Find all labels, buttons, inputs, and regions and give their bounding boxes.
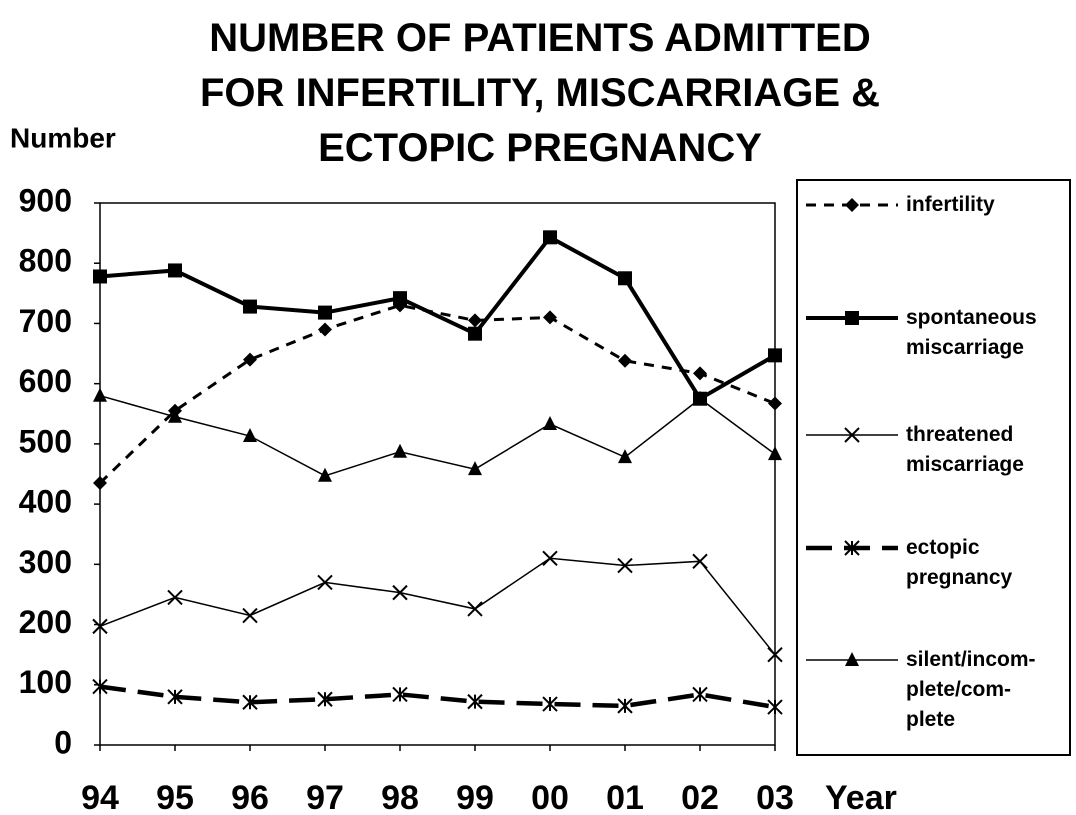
data-point (618, 449, 632, 464)
data-point (692, 553, 708, 570)
data-point (542, 550, 558, 567)
data-point (468, 313, 482, 328)
data-point (768, 348, 782, 363)
y-tick-label: 400 (19, 484, 72, 520)
data-point (92, 618, 108, 635)
data-point (167, 589, 183, 606)
series-line (99, 684, 776, 710)
data-point (467, 601, 483, 617)
legend-label: infertility (906, 193, 995, 216)
legend-box (796, 179, 1071, 756)
data-point (693, 366, 707, 381)
data-point (242, 607, 258, 624)
x-axis-label: Year (825, 779, 897, 815)
data-point (767, 646, 783, 663)
data-point (393, 443, 407, 458)
x-tick-label: 00 (531, 779, 569, 815)
data-point (93, 387, 107, 402)
data-point (468, 326, 482, 341)
data-point (167, 689, 183, 705)
series-line (98, 303, 776, 485)
data-point (393, 291, 407, 306)
legend-marker (845, 652, 859, 666)
data-point (318, 467, 332, 482)
data-point (767, 699, 783, 715)
x-tick-label: 01 (606, 779, 644, 815)
chart-title: NUMBER OF PATIENTS ADMITTED FOR INFERTILI… (200, 16, 880, 170)
data-point (243, 428, 257, 443)
legend-label: silent/incom-plete/com-plete (906, 648, 1036, 731)
data-point (242, 694, 258, 710)
data-point (543, 310, 557, 325)
y-tick-label: 900 (19, 182, 72, 218)
y-axis-label: Number (10, 122, 116, 153)
data-point (168, 408, 182, 423)
data-point (243, 352, 257, 367)
data-point (317, 691, 333, 707)
data-point (93, 269, 107, 284)
data-point (543, 230, 557, 245)
series-line (99, 557, 776, 656)
series-line (99, 394, 776, 477)
x-tick-label: 98 (381, 779, 419, 815)
y-tick-label: 200 (19, 604, 72, 640)
y-tick-label: 100 (19, 664, 72, 700)
y-tick-label: 300 (19, 544, 72, 580)
legend-marker (844, 427, 860, 443)
data-point (317, 574, 333, 591)
x-tick-label: 94 (81, 779, 119, 815)
plot-frame (99, 202, 776, 746)
data-point (93, 476, 107, 491)
x-tick-label: 97 (306, 779, 344, 815)
data-point (92, 678, 108, 695)
x-tick-label: 99 (456, 779, 494, 815)
legend-marker (844, 540, 860, 556)
y-tick-label: 800 (19, 243, 72, 279)
legend-marker (845, 311, 859, 325)
legend-label: threatened miscarriage (906, 423, 1024, 476)
data-point (692, 686, 708, 703)
data-point (618, 353, 632, 368)
y-tick-label: 700 (19, 303, 72, 339)
x-tick-label: 03 (756, 779, 794, 815)
data-point (768, 446, 782, 461)
data-point (392, 584, 408, 601)
x-tick-label: 02 (681, 779, 719, 815)
legend-label: spontaneous miscarriage (906, 306, 1037, 359)
y-tick-label: 500 (19, 423, 72, 459)
data-point (243, 299, 257, 314)
data-point (618, 271, 632, 286)
data-point (467, 693, 483, 710)
data-point (768, 396, 782, 411)
x-tick-label: 96 (231, 779, 269, 815)
data-point (542, 696, 558, 712)
data-point (392, 686, 408, 703)
data-point (468, 461, 482, 476)
data-point (318, 322, 332, 337)
data-point (318, 305, 332, 320)
y-tick-label: 600 (19, 363, 72, 399)
data-point (168, 263, 182, 278)
data-point (617, 698, 633, 714)
x-tick-label: 95 (156, 779, 194, 815)
data-point (617, 557, 633, 574)
legend-marker (845, 198, 859, 212)
y-tick-label: 0 (54, 724, 72, 760)
legend-label: ectopic pregnancy (906, 536, 1013, 589)
data-point (543, 416, 557, 431)
series-line (99, 234, 777, 402)
data-point (693, 390, 707, 405)
